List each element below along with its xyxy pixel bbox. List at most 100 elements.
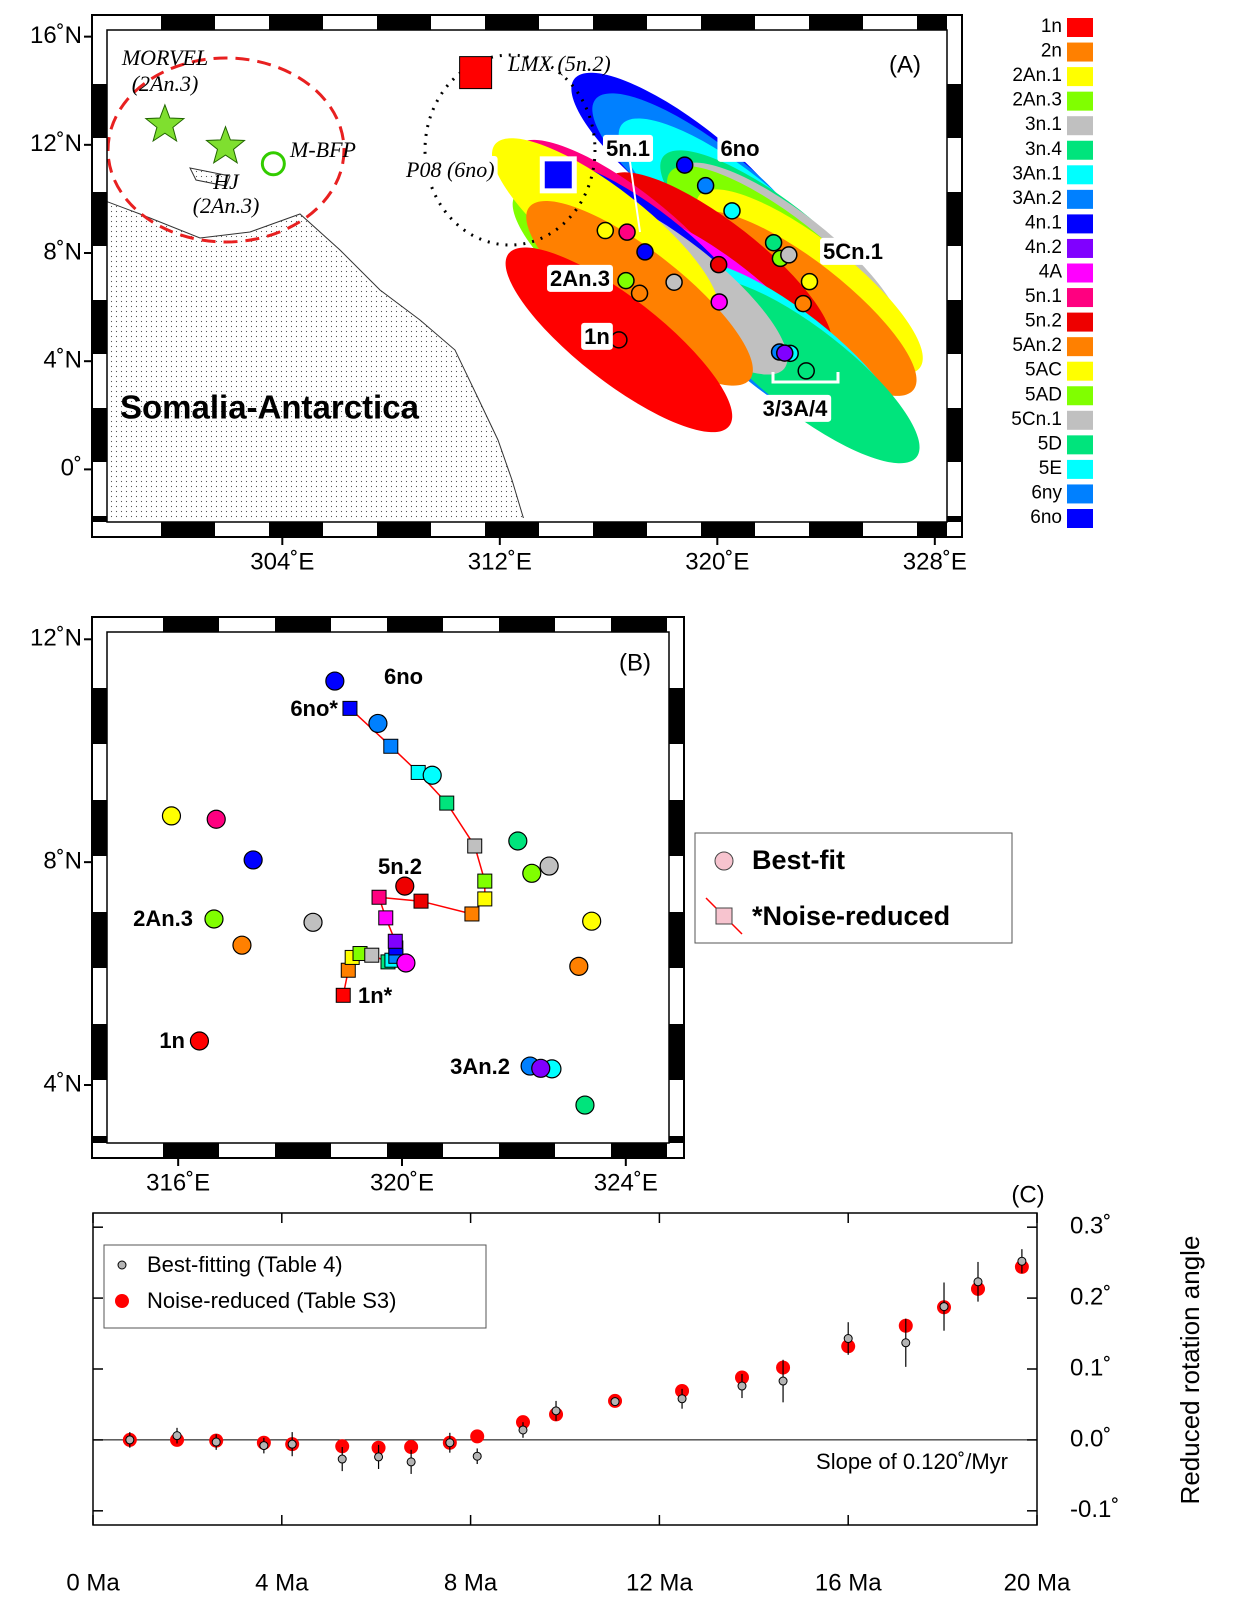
chron-label: 3/3A/4	[763, 396, 829, 421]
best-fitting-point	[287, 1439, 297, 1449]
legend-swatch	[1067, 459, 1093, 479]
frame-band	[499, 617, 555, 632]
pole	[780, 246, 798, 264]
frame-band	[377, 15, 431, 30]
pole-chron: (5n.2)	[558, 51, 611, 76]
legend-label: 5n.2	[1025, 311, 1062, 332]
legend-label: 4A	[1039, 262, 1063, 283]
best-fitting-point	[125, 1435, 135, 1445]
best-fitting-point	[939, 1302, 949, 1312]
frame-band	[92, 192, 107, 246]
pole	[617, 271, 635, 290]
pole	[596, 221, 615, 240]
y-tick-label: 0.0˚	[1070, 1425, 1111, 1452]
legend-swatch	[1067, 214, 1093, 234]
panel-label: (C)	[1011, 1181, 1044, 1208]
x-tick-label: 304˚E	[250, 548, 314, 575]
chron-label: 2An.3	[550, 266, 610, 291]
best-fit-pole	[206, 809, 226, 829]
legend-swatch	[1067, 386, 1093, 406]
frame-band	[92, 300, 107, 354]
pole	[800, 272, 819, 291]
best-fit-pole	[395, 876, 415, 896]
label-box	[602, 134, 654, 162]
best-fitting-point	[337, 1454, 347, 1464]
frame-band	[269, 15, 323, 30]
best-fit-pole	[531, 1058, 551, 1078]
frame-band	[947, 84, 962, 138]
island	[189, 167, 231, 187]
lmx-region	[423, 53, 597, 247]
frame	[91, 616, 685, 1159]
legend-swatch	[1067, 312, 1093, 332]
legend-swatch	[1067, 263, 1093, 283]
legend-label: 5Cn.1	[1011, 409, 1062, 430]
frame-band	[387, 1143, 443, 1158]
frame-band	[701, 15, 755, 30]
pole-name: LMX	[507, 51, 554, 76]
y-tick-label: 8˚N	[43, 847, 82, 874]
legend-label: 3n.4	[1025, 139, 1062, 160]
noise-reduced-point	[404, 1440, 419, 1454]
legend-swatch	[1067, 18, 1093, 37]
x-tick-label: 316˚E	[146, 1169, 210, 1196]
frame-band	[947, 516, 962, 522]
best-fit-pole	[508, 831, 528, 851]
best-fit-pole	[422, 765, 442, 785]
pole	[797, 362, 815, 380]
pole	[630, 284, 649, 303]
label-box	[402, 156, 498, 184]
best-fit-pole	[303, 912, 323, 932]
frame-band	[92, 1024, 107, 1080]
frame-band	[809, 15, 863, 30]
legend-label: Best-fit	[752, 845, 845, 875]
frame-band	[917, 15, 947, 30]
label-box	[717, 134, 763, 162]
label-box	[820, 237, 886, 265]
frame-band	[161, 522, 215, 537]
pole-label: LMX (5n.2)	[507, 51, 611, 76]
legend-marker	[115, 1294, 129, 1308]
legend-label: 5D	[1038, 433, 1062, 454]
pole	[696, 176, 715, 195]
legend-marker	[117, 1260, 127, 1270]
pointer	[629, 161, 641, 233]
frame-band	[611, 1143, 667, 1158]
pole-label: P08 (6no)	[405, 157, 495, 182]
pole	[794, 294, 812, 313]
legend-label: 3An.1	[1012, 163, 1062, 184]
legend-swatch	[1067, 361, 1093, 381]
chron-label: 6no	[720, 136, 759, 161]
noise-reduced-pole	[477, 873, 493, 889]
best-fit-pole	[161, 806, 182, 826]
chron-label: 5n.1	[606, 136, 650, 161]
y-axis-title: Reduced rotation angle	[1175, 1236, 1205, 1505]
noise-reduced-pole	[439, 795, 455, 811]
best-fitting-point	[737, 1381, 747, 1391]
legend-label: *Noise-reduced	[752, 901, 950, 931]
bracket	[771, 372, 840, 384]
y-tick-label: -0.1˚	[1070, 1496, 1119, 1523]
best-fit-pole	[204, 909, 224, 929]
best-fitting-point	[551, 1406, 561, 1416]
legend-label: 5E	[1039, 458, 1062, 479]
best-fit-pole	[539, 856, 559, 876]
confidence-ellipses	[491, 72, 923, 464]
legend-swatch	[1067, 67, 1093, 87]
legend-swatch	[1067, 484, 1093, 504]
frame-band	[947, 408, 962, 462]
land	[107, 201, 524, 518]
chron-label: 5n.2	[378, 854, 422, 879]
label-box	[581, 322, 613, 350]
pole	[710, 293, 728, 311]
legend-label: 5AC	[1025, 360, 1062, 381]
best-fitting-point	[374, 1452, 384, 1462]
frame-band	[485, 522, 539, 537]
frame-band	[163, 617, 219, 632]
legend-label: 5AD	[1025, 384, 1062, 405]
legend-label: 2n	[1041, 41, 1062, 62]
best-fitting-point	[973, 1277, 983, 1287]
legend-label: 4n.2	[1025, 237, 1062, 258]
